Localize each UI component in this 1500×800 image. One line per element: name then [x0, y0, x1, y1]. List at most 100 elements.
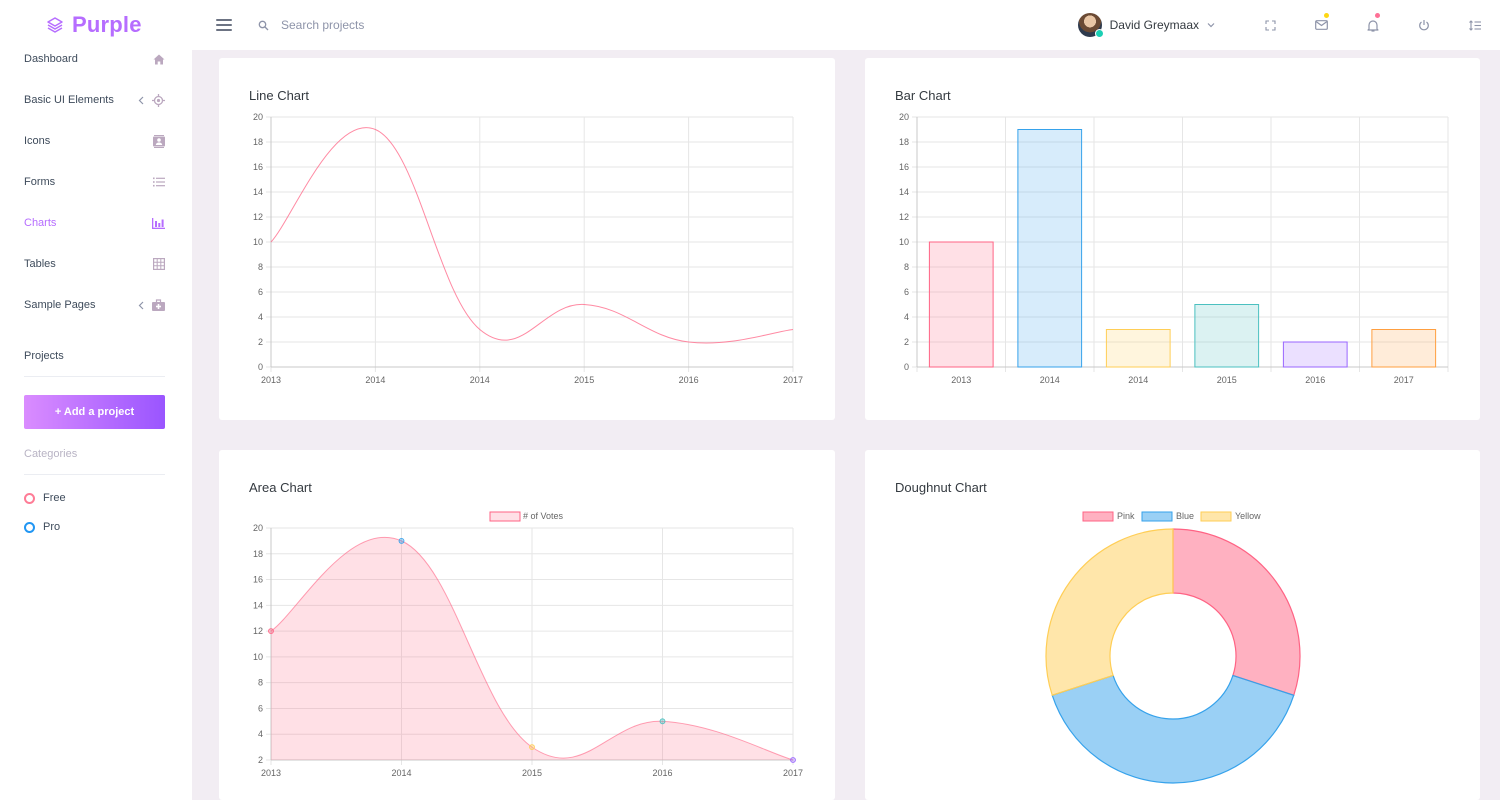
category-pro[interactable]: Pro — [24, 521, 60, 533]
power-icon — [1418, 20, 1429, 31]
sidebar-item-dashboard[interactable]: Dashboard — [24, 49, 165, 69]
bar — [1194, 304, 1260, 368]
y-tick-label: 4 — [904, 312, 909, 322]
menu-icon — [216, 19, 232, 21]
line-chart: 0 2 4 6 8 10 12 14 16 18 20 2013 2014 2014 2015 2016 201… — [253, 112, 803, 385]
add-project-button[interactable]: + Add a project — [24, 395, 165, 429]
profile-name: David Greymaax — [1109, 18, 1199, 32]
fullscreen-button[interactable] — [1245, 0, 1296, 50]
category-ring-icon — [24, 521, 35, 533]
bell-icon — [1366, 19, 1379, 32]
x-tick-label: 2014 — [1128, 375, 1148, 385]
x-tick-label: 2013 — [951, 375, 971, 385]
categories-section-title: Categories — [24, 448, 78, 460]
y-tick-label: 12 — [253, 212, 263, 222]
legend-label: Yellow — [1235, 511, 1261, 521]
sidebar-item-forms[interactable]: Forms — [24, 172, 165, 192]
y-tick-label: 10 — [253, 652, 263, 662]
y-tick-label: 6 — [904, 287, 909, 297]
bar — [1105, 329, 1171, 368]
x-tick-label: 2014 — [365, 375, 385, 385]
contacts-icon — [153, 134, 165, 148]
sidebar-item-tables[interactable]: Tables — [24, 254, 165, 274]
bar-chart-title: Bar Chart — [895, 88, 951, 103]
search-input[interactable] — [281, 18, 501, 32]
sidebar-item-label: Tables — [24, 258, 56, 270]
menu-icon-line — [216, 29, 232, 31]
chevron-down-icon — [1207, 23, 1215, 28]
format-line-spacing-icon — [1468, 19, 1481, 31]
x-tick-label: 2017 — [783, 375, 803, 385]
x-tick-label: 2016 — [1305, 375, 1325, 385]
sidebar: Dashboard Basic UI Elements Icons Forms — [0, 50, 192, 800]
search-icon — [258, 20, 269, 30]
sidebar-item-charts[interactable]: Charts — [24, 213, 165, 233]
area-point — [268, 628, 274, 635]
y-tick-label: 8 — [258, 678, 263, 688]
sidebar-item-label: Forms — [24, 176, 56, 188]
menu-toggle-button[interactable] — [216, 19, 232, 31]
doughnut-chart-card: Pink Blue Yellow Doughnut Chart — [865, 450, 1480, 800]
bar — [1282, 341, 1348, 368]
navbar-right: David Greymaax — [1077, 0, 1500, 50]
legend-label: Pink — [1117, 511, 1135, 521]
legend-swatch — [1141, 511, 1173, 522]
y-tick-label: 6 — [258, 287, 263, 297]
x-tick-label: 2017 — [1394, 375, 1414, 385]
y-tick-label: 12 — [253, 626, 263, 636]
y-tick-label: 16 — [253, 162, 263, 172]
settings-panel-button[interactable] — [1449, 0, 1500, 50]
y-tick-label: 0 — [904, 362, 909, 372]
y-tick-label: 18 — [253, 549, 263, 559]
sidebar-item-icons[interactable]: Icons — [24, 131, 165, 151]
line-chart-card: 0 2 4 6 8 10 12 14 16 18 20 2013 2014 2014 2015 2016 201… — [219, 58, 835, 420]
notification-indicator-dot — [1375, 13, 1380, 18]
x-tick-label: 2017 — [783, 768, 803, 778]
y-tick-label: 0 — [258, 362, 263, 372]
category-label: Pro — [43, 521, 61, 533]
top-navbar: Purple David Greymaax — [0, 0, 1500, 50]
area-point — [398, 537, 405, 544]
sidebar-item-basic-ui-elements[interactable]: Basic UI Elements — [24, 90, 165, 110]
category-label: Free — [43, 492, 66, 504]
sidebar-item-icons — [138, 93, 165, 107]
x-tick-label: 2016 — [652, 768, 672, 778]
y-tick-label: 14 — [253, 600, 263, 610]
chevron-left-icon — [138, 96, 144, 104]
logout-button[interactable] — [1398, 0, 1449, 50]
sidebar-item-label: Charts — [24, 217, 57, 229]
y-tick-label: 14 — [253, 187, 263, 197]
brand-name: Purple — [72, 12, 142, 37]
doughnut-chart: Pink Blue Yellow — [1045, 511, 1301, 784]
x-tick-label: 2014 — [1040, 375, 1060, 385]
bar-chart-card: 0 2 4 6 8 10 12 14 16 18 20 2013 2014 2014 2015 2016 201… — [865, 58, 1480, 420]
y-tick-label: 12 — [899, 212, 909, 222]
bar-chart: 0 2 4 6 8 10 12 14 16 18 20 2013 2014 2014 2015 2016 201… — [899, 112, 1449, 385]
doughnut-slice — [1045, 528, 1174, 697]
sidebar-item-sample-pages[interactable]: Sample Pages — [24, 295, 165, 315]
y-tick-label: 2 — [258, 755, 263, 765]
area-point — [659, 718, 666, 725]
line-series — [270, 127, 794, 344]
y-tick-label: 20 — [253, 523, 263, 533]
x-tick-label: 2016 — [679, 375, 699, 385]
x-tick-label: 2013 — [261, 375, 281, 385]
chart-bar-icon — [152, 217, 165, 229]
y-tick-label: 8 — [258, 262, 263, 272]
area-point — [529, 744, 535, 751]
profile-dropdown[interactable]: David Greymaax — [1077, 13, 1215, 38]
brand-logo-link[interactable]: Purple — [0, 0, 192, 50]
legend-swatch — [1200, 511, 1232, 522]
x-tick-label: 2015 — [574, 375, 594, 385]
category-ring-icon — [24, 492, 35, 504]
fullscreen-icon — [1265, 19, 1276, 31]
category-free[interactable]: Free — [24, 492, 66, 504]
legend-swatch — [489, 511, 521, 522]
projects-section-title: Projects — [24, 350, 64, 362]
messages-button[interactable] — [1296, 0, 1347, 50]
chevron-left-icon — [138, 301, 144, 309]
y-tick-label: 14 — [899, 187, 909, 197]
notifications-button[interactable] — [1347, 0, 1398, 50]
menu-icon-line — [216, 24, 232, 26]
area-chart: 2 4 6 8 10 12 14 16 18 20 2013 2014 2015 2016 2017 # of… — [253, 511, 803, 778]
